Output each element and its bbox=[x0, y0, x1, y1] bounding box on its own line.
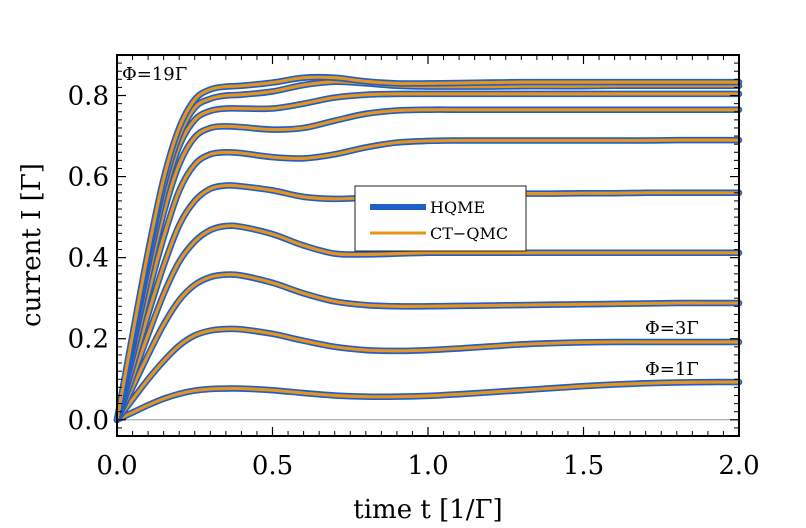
series-ctqmc-phi-5 bbox=[115, 272, 741, 422]
legend-label-hqme: HQME bbox=[430, 198, 485, 217]
series-ctqmc-phi-19 bbox=[115, 75, 741, 422]
legend-box bbox=[354, 185, 527, 252]
x-tick-label: 1.0 bbox=[407, 451, 448, 481]
series-ctqmc-phi-3 bbox=[115, 327, 741, 422]
annotation-phi-3: Φ=3Γ bbox=[645, 318, 699, 339]
x-axis-title: time t [1/Γ] bbox=[353, 495, 502, 525]
y-tick-label: 0.0 bbox=[68, 406, 109, 436]
plot-area bbox=[113, 73, 743, 424]
axis-ticks bbox=[116, 54, 740, 437]
y-tick-label: 0.4 bbox=[68, 244, 109, 274]
legend-label-ctqmc: CT−QMC bbox=[430, 224, 508, 243]
annotation-phi-1: Φ=1Γ bbox=[645, 359, 699, 380]
series-ctqmc-phi-13 bbox=[115, 108, 741, 422]
x-tick-label: 2.0 bbox=[718, 451, 759, 481]
axis-tick-labels: 0.0 0.5 1.0 1.5 2.0 0.0 0.2 0.4 0.6 0.8 bbox=[68, 82, 760, 481]
y-tick-label: 0.8 bbox=[68, 82, 109, 112]
x-tick-label: 1.5 bbox=[563, 451, 604, 481]
y-axis-title: current I [Γ] bbox=[17, 163, 47, 327]
x-tick-label: 0.0 bbox=[96, 451, 137, 481]
series-ctqmc-phi-11 bbox=[115, 138, 741, 422]
series-ctqmc-phi-1 bbox=[115, 380, 741, 422]
y-tick-label: 0.6 bbox=[68, 163, 109, 193]
annotation-phi-19: Φ=19Γ bbox=[122, 64, 187, 85]
legend: HQME CT−QMC bbox=[354, 185, 527, 252]
series-ctqmc-phi-7 bbox=[115, 224, 741, 422]
y-tick-label: 0.2 bbox=[68, 325, 109, 355]
x-tick-label: 0.5 bbox=[252, 451, 293, 481]
